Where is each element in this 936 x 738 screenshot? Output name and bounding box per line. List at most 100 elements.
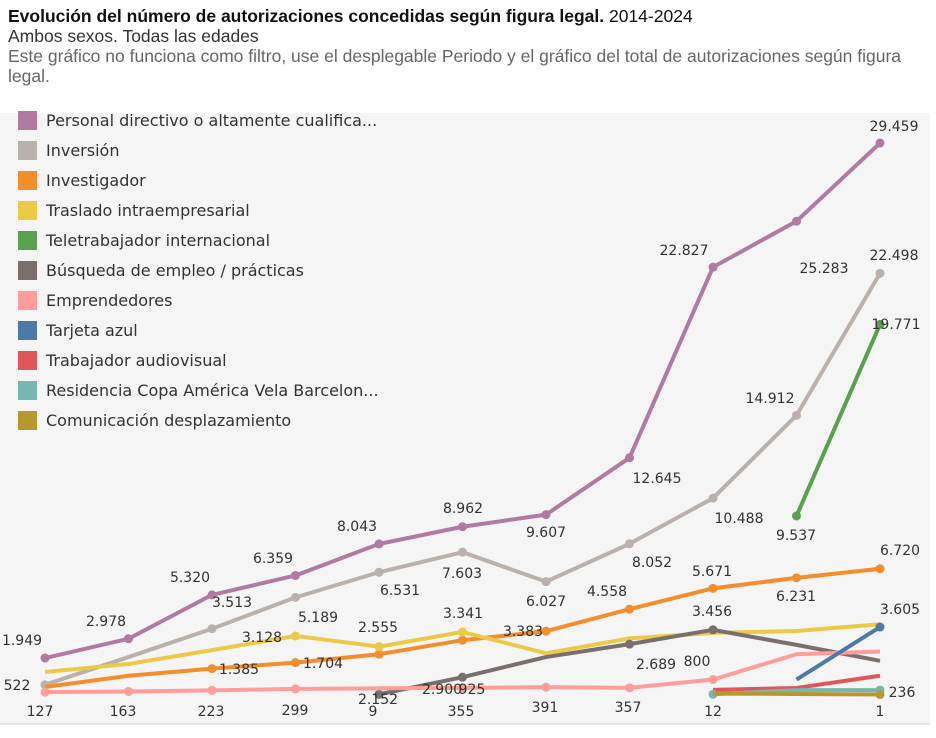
data-point[interactable] bbox=[40, 653, 50, 663]
data-label: 355 bbox=[448, 704, 475, 720]
legend-swatch bbox=[18, 170, 37, 190]
data-point[interactable] bbox=[374, 649, 384, 659]
chart-title-years: 2014-2024 bbox=[608, 6, 693, 26]
data-label: 925 bbox=[459, 682, 486, 698]
data-label: 12.645 bbox=[633, 471, 682, 487]
data-point[interactable] bbox=[625, 639, 634, 649]
legend-label: Traslado intraempresarial bbox=[46, 200, 250, 220]
data-point[interactable] bbox=[124, 686, 133, 696]
chart-note: Este gráfico no funciona como filtro, us… bbox=[8, 46, 902, 86]
data-point[interactable] bbox=[541, 577, 551, 587]
data-point[interactable] bbox=[124, 634, 133, 644]
legend-label: Tarjeta azul bbox=[46, 320, 138, 340]
legend-item[interactable]: Trabajador audiovisual bbox=[18, 345, 379, 375]
data-point[interactable] bbox=[625, 683, 634, 693]
data-point[interactable] bbox=[875, 622, 885, 632]
data-point[interactable] bbox=[458, 683, 467, 693]
data-point[interactable] bbox=[291, 592, 300, 602]
legend-item[interactable]: Tarjeta azul bbox=[18, 315, 379, 345]
data-point[interactable] bbox=[625, 453, 634, 463]
data-point[interactable] bbox=[875, 319, 885, 329]
data-label: 29.459 bbox=[870, 119, 919, 135]
data-point[interactable] bbox=[207, 624, 217, 634]
data-point[interactable] bbox=[708, 583, 718, 593]
data-label: 6.531 bbox=[380, 583, 420, 599]
data-point[interactable] bbox=[374, 689, 384, 699]
data-label: 9.607 bbox=[526, 525, 566, 541]
data-point[interactable] bbox=[374, 642, 384, 652]
data-label: 800 bbox=[684, 654, 711, 670]
data-label: 357 bbox=[615, 700, 642, 716]
series-line[interactable] bbox=[794, 323, 882, 517]
data-point[interactable] bbox=[708, 675, 718, 685]
data-point[interactable] bbox=[875, 689, 885, 699]
series-line[interactable] bbox=[712, 691, 881, 697]
data-point[interactable] bbox=[291, 570, 300, 580]
data-label: 2.900 bbox=[422, 682, 462, 698]
data-label: 2.555 bbox=[358, 620, 398, 636]
data-point[interactable] bbox=[792, 573, 801, 583]
data-point[interactable] bbox=[207, 590, 217, 600]
data-label: 12 bbox=[704, 704, 722, 720]
legend-swatch bbox=[18, 140, 37, 160]
legend-item[interactable]: Traslado intraempresarial bbox=[18, 195, 379, 225]
data-label: 6.027 bbox=[526, 594, 566, 610]
data-point[interactable] bbox=[875, 564, 885, 574]
data-point[interactable] bbox=[625, 604, 634, 614]
legend-item[interactable]: Teletrabajador internacional bbox=[18, 225, 379, 255]
series-line[interactable] bbox=[795, 625, 882, 682]
data-point[interactable] bbox=[291, 684, 300, 694]
data-label: 19.771 bbox=[872, 317, 921, 333]
legend-item[interactable]: Inversión bbox=[18, 135, 379, 165]
data-point[interactable] bbox=[792, 410, 801, 420]
data-point[interactable] bbox=[708, 625, 718, 635]
legend-swatch bbox=[18, 260, 37, 280]
data-point[interactable] bbox=[792, 216, 801, 226]
legend-label: Trabajador audiovisual bbox=[46, 350, 227, 370]
data-point[interactable] bbox=[458, 627, 467, 637]
data-point[interactable] bbox=[374, 567, 384, 577]
legend-swatch bbox=[18, 380, 37, 400]
data-point[interactable] bbox=[792, 511, 801, 521]
data-point[interactable] bbox=[541, 510, 551, 520]
data-label: 1.949 bbox=[2, 633, 42, 649]
data-point[interactable] bbox=[541, 626, 551, 636]
legend-item[interactable]: Personal directivo o altamente cualifica… bbox=[18, 105, 379, 135]
data-point[interactable] bbox=[458, 522, 467, 532]
legend-label: Personal directivo o altamente cualifica… bbox=[46, 110, 378, 130]
legend-label: Inversión bbox=[46, 140, 120, 160]
data-point[interactable] bbox=[291, 658, 300, 668]
data-label: 522 bbox=[4, 678, 31, 694]
data-point[interactable] bbox=[374, 539, 384, 549]
data-label: 3.456 bbox=[692, 604, 732, 620]
data-label: 6.231 bbox=[776, 589, 816, 605]
series-line[interactable] bbox=[712, 673, 881, 692]
data-point[interactable] bbox=[40, 687, 50, 697]
data-label: 5.320 bbox=[170, 570, 210, 586]
data-point[interactable] bbox=[291, 631, 300, 641]
data-point[interactable] bbox=[458, 635, 467, 645]
chart-subtitle: Ambos sexos. Todas las edades bbox=[8, 26, 259, 46]
data-point[interactable] bbox=[875, 268, 885, 278]
legend: Personal directivo o altamente cualifica… bbox=[18, 105, 379, 435]
legend-item[interactable]: Búsqueda de empleo / prácticas bbox=[18, 255, 379, 285]
data-point[interactable] bbox=[708, 493, 718, 503]
legend-item[interactable]: Comunicación desplazamiento bbox=[18, 405, 379, 435]
legend-item[interactable]: Emprendedores bbox=[18, 285, 379, 315]
data-point[interactable] bbox=[458, 547, 467, 557]
legend-item[interactable]: Residencia Copa América Vela Barcelon... bbox=[18, 375, 379, 405]
data-point[interactable] bbox=[625, 539, 634, 549]
data-point[interactable] bbox=[708, 262, 718, 272]
data-label: 8.052 bbox=[632, 555, 672, 571]
legend-label: Emprendedores bbox=[46, 290, 173, 310]
legend-swatch bbox=[18, 350, 37, 370]
data-point[interactable] bbox=[458, 672, 467, 682]
legend-item[interactable]: Investigador bbox=[18, 165, 379, 195]
data-point[interactable] bbox=[541, 682, 551, 692]
data-point[interactable] bbox=[875, 138, 885, 148]
data-point[interactable] bbox=[207, 685, 217, 695]
data-label: 14.912 bbox=[746, 391, 795, 407]
data-label: 1 bbox=[876, 704, 885, 720]
data-point[interactable] bbox=[207, 664, 217, 674]
data-label: 3.128 bbox=[242, 630, 282, 646]
